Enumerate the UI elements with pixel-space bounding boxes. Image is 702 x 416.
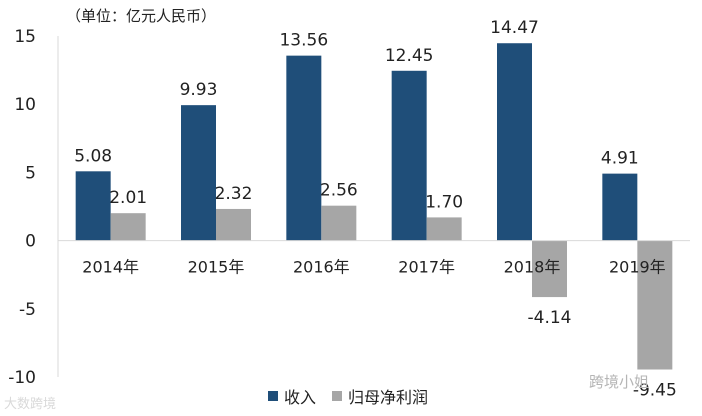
category-label: 2015年 — [188, 258, 245, 277]
y-tick-label: 5 — [25, 163, 36, 183]
data-label: 4.91 — [601, 149, 639, 169]
legend-item-revenue: 收入 — [268, 384, 316, 408]
legend: 收入 归母净利润 — [268, 384, 444, 408]
bar-revenue — [286, 55, 322, 241]
data-label: -4.14 — [528, 308, 572, 328]
y-tick-label: -5 — [19, 300, 36, 320]
legend-label-revenue: 收入 — [284, 388, 317, 407]
legend-swatch-net-profit — [332, 391, 343, 401]
category-label: 2019年 — [609, 258, 666, 277]
y-tick-label: -10 — [8, 368, 36, 388]
y-tick-label: 0 — [25, 232, 36, 252]
bar-revenue — [602, 173, 638, 241]
data-label: 5.08 — [74, 146, 112, 166]
legend-swatch-revenue — [268, 391, 278, 401]
bar-net-profit — [532, 240, 567, 298]
data-label: 9.93 — [180, 80, 218, 100]
data-label: 12.45 — [385, 46, 434, 66]
data-label: -9.45 — [633, 380, 677, 400]
data-label: 1.70 — [425, 192, 463, 212]
data-label: 2.01 — [109, 188, 147, 208]
data-label: 13.56 — [279, 31, 328, 51]
bar-revenue — [391, 70, 427, 241]
y-tick-label: 10 — [14, 95, 36, 115]
bar-net-profit — [321, 205, 357, 241]
bar-revenue — [497, 43, 532, 241]
bar-net-profit — [110, 213, 146, 241]
category-label: 2017年 — [398, 258, 455, 277]
legend-item-net-profit: 归母净利润 — [332, 384, 428, 408]
bar-revenue — [75, 171, 111, 241]
bar-revenue — [181, 105, 216, 241]
watermark-left: 大数跨境 — [4, 397, 57, 412]
data-label: 2.32 — [215, 184, 253, 204]
legend-label-net-profit: 归母净利润 — [348, 388, 429, 407]
category-label: 2014年 — [82, 258, 139, 277]
category-label: 2018年 — [504, 258, 561, 277]
bar-net-profit — [216, 208, 251, 241]
category-label: 2016年 — [293, 258, 350, 277]
bar-net-profit — [426, 217, 462, 241]
bar-net-profit — [637, 240, 673, 370]
data-label: 2.56 — [320, 181, 358, 201]
y-tick-label: 15 — [14, 27, 36, 47]
watermark-right: 跨境小姐 — [589, 373, 650, 391]
data-label: 14.47 — [490, 18, 539, 38]
unit-label: （单位：亿元人民币） — [66, 7, 217, 25]
